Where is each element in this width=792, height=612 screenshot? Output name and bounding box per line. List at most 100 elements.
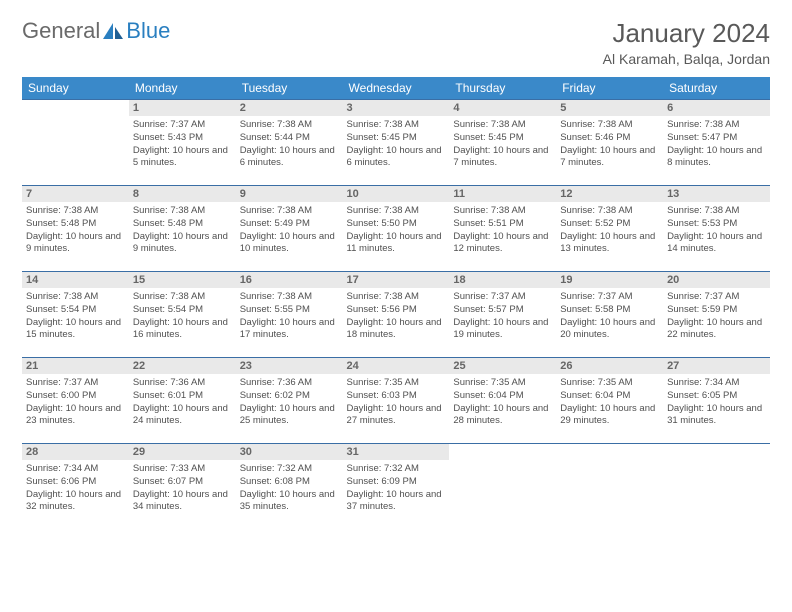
day-body: Sunrise: 7:38 AMSunset: 5:54 PMDaylight:… [22, 288, 129, 346]
calendar-cell: 25Sunrise: 7:35 AMSunset: 6:04 PMDayligh… [449, 358, 556, 444]
logo-text-blue: Blue [126, 18, 170, 44]
day-body: Sunrise: 7:37 AMSunset: 6:00 PMDaylight:… [22, 374, 129, 432]
calendar-cell: 18Sunrise: 7:37 AMSunset: 5:57 PMDayligh… [449, 272, 556, 358]
calendar-cell: 5Sunrise: 7:38 AMSunset: 5:46 PMDaylight… [556, 100, 663, 186]
calendar-cell: 4Sunrise: 7:38 AMSunset: 5:45 PMDaylight… [449, 100, 556, 186]
day-number: 24 [343, 358, 450, 374]
day-number: 22 [129, 358, 236, 374]
day-body: Sunrise: 7:38 AMSunset: 5:54 PMDaylight:… [129, 288, 236, 346]
day-number: 3 [343, 100, 450, 116]
calendar-cell [663, 444, 770, 530]
calendar-cell: 12Sunrise: 7:38 AMSunset: 5:52 PMDayligh… [556, 186, 663, 272]
day-number: 2 [236, 100, 343, 116]
calendar-table: SundayMondayTuesdayWednesdayThursdayFrid… [22, 77, 770, 530]
day-number: 28 [22, 444, 129, 460]
day-body: Sunrise: 7:34 AMSunset: 6:05 PMDaylight:… [663, 374, 770, 432]
day-number: 25 [449, 358, 556, 374]
calendar-cell: 1Sunrise: 7:37 AMSunset: 5:43 PMDaylight… [129, 100, 236, 186]
calendar-cell: 28Sunrise: 7:34 AMSunset: 6:06 PMDayligh… [22, 444, 129, 530]
day-number: 21 [22, 358, 129, 374]
calendar-cell: 31Sunrise: 7:32 AMSunset: 6:09 PMDayligh… [343, 444, 450, 530]
day-number: 9 [236, 186, 343, 202]
day-number: 27 [663, 358, 770, 374]
day-body: Sunrise: 7:38 AMSunset: 5:56 PMDaylight:… [343, 288, 450, 346]
weekday-header: Saturday [663, 77, 770, 100]
day-number: 5 [556, 100, 663, 116]
day-body: Sunrise: 7:38 AMSunset: 5:49 PMDaylight:… [236, 202, 343, 260]
calendar-cell: 22Sunrise: 7:36 AMSunset: 6:01 PMDayligh… [129, 358, 236, 444]
day-number: 18 [449, 272, 556, 288]
calendar-cell: 30Sunrise: 7:32 AMSunset: 6:08 PMDayligh… [236, 444, 343, 530]
day-number: 20 [663, 272, 770, 288]
day-body: Sunrise: 7:36 AMSunset: 6:02 PMDaylight:… [236, 374, 343, 432]
weekday-header: Tuesday [236, 77, 343, 100]
page-title: January 2024 [603, 18, 770, 49]
calendar-cell: 29Sunrise: 7:33 AMSunset: 6:07 PMDayligh… [129, 444, 236, 530]
weekday-header-row: SundayMondayTuesdayWednesdayThursdayFrid… [22, 77, 770, 100]
calendar-cell: 2Sunrise: 7:38 AMSunset: 5:44 PMDaylight… [236, 100, 343, 186]
calendar-row: 14Sunrise: 7:38 AMSunset: 5:54 PMDayligh… [22, 272, 770, 358]
day-body: Sunrise: 7:37 AMSunset: 5:58 PMDaylight:… [556, 288, 663, 346]
day-number: 29 [129, 444, 236, 460]
calendar-cell: 14Sunrise: 7:38 AMSunset: 5:54 PMDayligh… [22, 272, 129, 358]
day-body: Sunrise: 7:37 AMSunset: 5:59 PMDaylight:… [663, 288, 770, 346]
day-body: Sunrise: 7:32 AMSunset: 6:08 PMDaylight:… [236, 460, 343, 518]
day-number: 11 [449, 186, 556, 202]
weekday-header: Monday [129, 77, 236, 100]
day-body: Sunrise: 7:38 AMSunset: 5:52 PMDaylight:… [556, 202, 663, 260]
day-body: Sunrise: 7:38 AMSunset: 5:44 PMDaylight:… [236, 116, 343, 174]
day-number: 6 [663, 100, 770, 116]
day-body: Sunrise: 7:38 AMSunset: 5:46 PMDaylight:… [556, 116, 663, 174]
day-number: 19 [556, 272, 663, 288]
day-number: 12 [556, 186, 663, 202]
calendar-cell: 16Sunrise: 7:38 AMSunset: 5:55 PMDayligh… [236, 272, 343, 358]
calendar-cell: 6Sunrise: 7:38 AMSunset: 5:47 PMDaylight… [663, 100, 770, 186]
day-number: 8 [129, 186, 236, 202]
weekday-header: Wednesday [343, 77, 450, 100]
day-number: 14 [22, 272, 129, 288]
weekday-header: Thursday [449, 77, 556, 100]
day-body: Sunrise: 7:38 AMSunset: 5:45 PMDaylight:… [449, 116, 556, 174]
day-body: Sunrise: 7:34 AMSunset: 6:06 PMDaylight:… [22, 460, 129, 518]
day-body: Sunrise: 7:38 AMSunset: 5:55 PMDaylight:… [236, 288, 343, 346]
day-body: Sunrise: 7:38 AMSunset: 5:50 PMDaylight:… [343, 202, 450, 260]
calendar-row: 7Sunrise: 7:38 AMSunset: 5:48 PMDaylight… [22, 186, 770, 272]
calendar-cell: 26Sunrise: 7:35 AMSunset: 6:04 PMDayligh… [556, 358, 663, 444]
calendar-cell: 21Sunrise: 7:37 AMSunset: 6:00 PMDayligh… [22, 358, 129, 444]
day-body: Sunrise: 7:33 AMSunset: 6:07 PMDaylight:… [129, 460, 236, 518]
calendar-cell: 9Sunrise: 7:38 AMSunset: 5:49 PMDaylight… [236, 186, 343, 272]
day-body: Sunrise: 7:35 AMSunset: 6:04 PMDaylight:… [449, 374, 556, 432]
day-body: Sunrise: 7:38 AMSunset: 5:45 PMDaylight:… [343, 116, 450, 174]
day-body: Sunrise: 7:38 AMSunset: 5:53 PMDaylight:… [663, 202, 770, 260]
calendar-row: 28Sunrise: 7:34 AMSunset: 6:06 PMDayligh… [22, 444, 770, 530]
day-number: 17 [343, 272, 450, 288]
calendar-cell: 7Sunrise: 7:38 AMSunset: 5:48 PMDaylight… [22, 186, 129, 272]
calendar-cell: 17Sunrise: 7:38 AMSunset: 5:56 PMDayligh… [343, 272, 450, 358]
title-block: January 2024 Al Karamah, Balqa, Jordan [603, 18, 770, 67]
calendar-cell: 3Sunrise: 7:38 AMSunset: 5:45 PMDaylight… [343, 100, 450, 186]
calendar-body: 1Sunrise: 7:37 AMSunset: 5:43 PMDaylight… [22, 100, 770, 530]
day-number: 1 [129, 100, 236, 116]
calendar-row: 1Sunrise: 7:37 AMSunset: 5:43 PMDaylight… [22, 100, 770, 186]
weekday-header: Sunday [22, 77, 129, 100]
calendar-cell: 19Sunrise: 7:37 AMSunset: 5:58 PMDayligh… [556, 272, 663, 358]
calendar-cell: 23Sunrise: 7:36 AMSunset: 6:02 PMDayligh… [236, 358, 343, 444]
logo-sail-icon [102, 22, 124, 40]
day-body: Sunrise: 7:37 AMSunset: 5:57 PMDaylight:… [449, 288, 556, 346]
calendar-cell [556, 444, 663, 530]
calendar-cell [22, 100, 129, 186]
calendar-cell: 10Sunrise: 7:38 AMSunset: 5:50 PMDayligh… [343, 186, 450, 272]
calendar-cell [449, 444, 556, 530]
calendar-cell: 27Sunrise: 7:34 AMSunset: 6:05 PMDayligh… [663, 358, 770, 444]
logo-text-general: General [22, 18, 100, 44]
day-number: 26 [556, 358, 663, 374]
header: General Blue January 2024 Al Karamah, Ba… [22, 18, 770, 67]
day-body: Sunrise: 7:37 AMSunset: 5:43 PMDaylight:… [129, 116, 236, 174]
day-body: Sunrise: 7:35 AMSunset: 6:03 PMDaylight:… [343, 374, 450, 432]
day-body: Sunrise: 7:38 AMSunset: 5:51 PMDaylight:… [449, 202, 556, 260]
calendar-row: 21Sunrise: 7:37 AMSunset: 6:00 PMDayligh… [22, 358, 770, 444]
calendar-cell: 20Sunrise: 7:37 AMSunset: 5:59 PMDayligh… [663, 272, 770, 358]
day-number: 31 [343, 444, 450, 460]
calendar-cell: 13Sunrise: 7:38 AMSunset: 5:53 PMDayligh… [663, 186, 770, 272]
day-number: 13 [663, 186, 770, 202]
